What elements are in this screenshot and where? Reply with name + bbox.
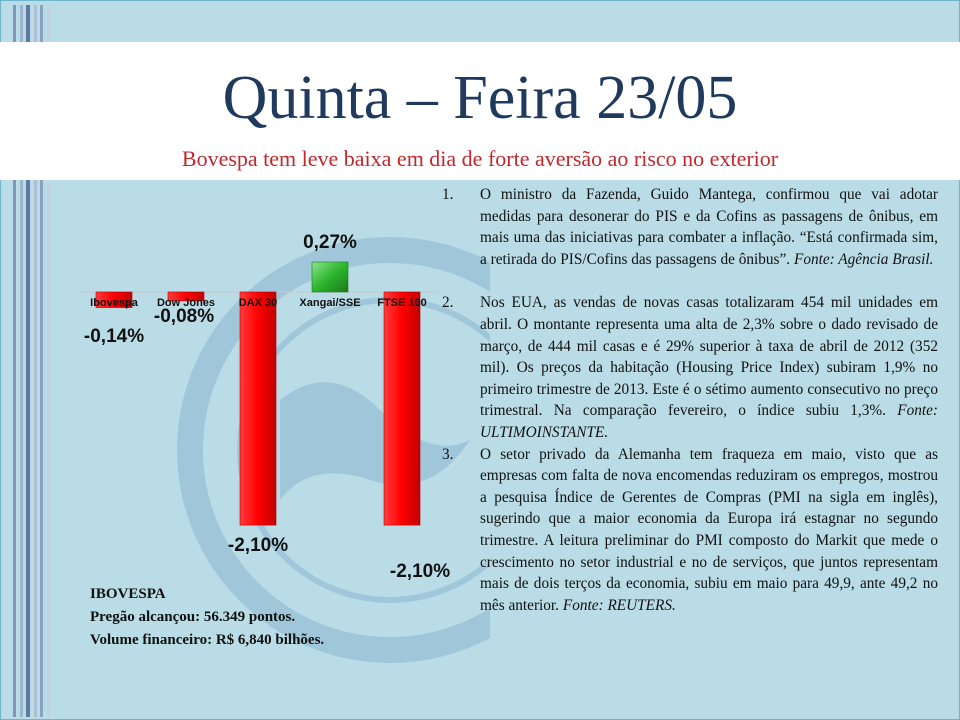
title-banner xyxy=(0,42,960,180)
ibovespa-heading: IBOVESPA xyxy=(90,586,166,602)
news-item: 1. O ministro da Fazenda, Guido Mantega,… xyxy=(442,184,938,270)
chart-data-label: -0,08% xyxy=(154,306,214,327)
chart-data-label: -2,10% xyxy=(390,561,450,582)
chart-bar xyxy=(167,291,205,302)
chart-tick-label: DAX 30 xyxy=(239,297,278,309)
chart-bar xyxy=(239,291,277,526)
news-number: 3. xyxy=(442,445,454,463)
news-text: Nos EUA, as vendas de novas casas totali… xyxy=(480,294,938,420)
news-item: 2. Nos EUA, as vendas de novas casas tot… xyxy=(442,292,938,443)
chart-data-label: -2,10% xyxy=(228,535,288,556)
chart-bar xyxy=(95,291,133,308)
market-bar-chart: Ibovespa -0,14% Dow Jones-0,08% DAX 30 -2,10… xyxy=(78,232,450,582)
news-number: 1. xyxy=(442,186,454,203)
news-source: Fonte: Agência Brasil. xyxy=(793,250,934,268)
chart-data-label: 0,27% xyxy=(303,232,357,253)
chart-bar xyxy=(383,291,421,526)
ibovespa-volume: Volume financeiro: R$ 6,840 bilhões. xyxy=(90,632,325,648)
news-source: Fonte: ULTIMOINSTANTE. xyxy=(480,402,938,441)
decorative-stripes xyxy=(13,5,53,717)
chart-data-label: -0,14% xyxy=(84,326,144,347)
chart-bar xyxy=(311,261,349,293)
chart-tick-label: Ibovespa xyxy=(90,297,139,309)
news-number: 2. xyxy=(442,294,454,312)
chart-tick-label: FTSE 100 xyxy=(377,297,427,309)
news-list: 1. O ministro da Fazenda, Guido Mantega,… xyxy=(442,184,938,616)
news-text: O ministro da Fazenda, Guido Mantega, co… xyxy=(480,186,938,268)
ibovespa-points: Pregão alcançou: 56.349 pontos. xyxy=(90,609,296,625)
news-item: 3. O setor privado da Alemanha tem fraqu… xyxy=(442,444,938,617)
ibovespa-summary: IBOVESPA Pregão alcançou: 56.349 pontos.… xyxy=(90,583,420,652)
slide-title: Quinta – Feira 23/05 xyxy=(222,64,738,132)
chart-tick-label: Xangai/SSE xyxy=(299,297,360,309)
news-text: O setor privado da Alemanha tem fraqueza… xyxy=(480,445,938,614)
chart-tick-label: Dow Jones xyxy=(157,297,215,309)
slide-subtitle: Bovespa tem leve baixa em dia de forte a… xyxy=(181,146,779,171)
news-source: Fonte: REUTERS. xyxy=(562,596,676,614)
